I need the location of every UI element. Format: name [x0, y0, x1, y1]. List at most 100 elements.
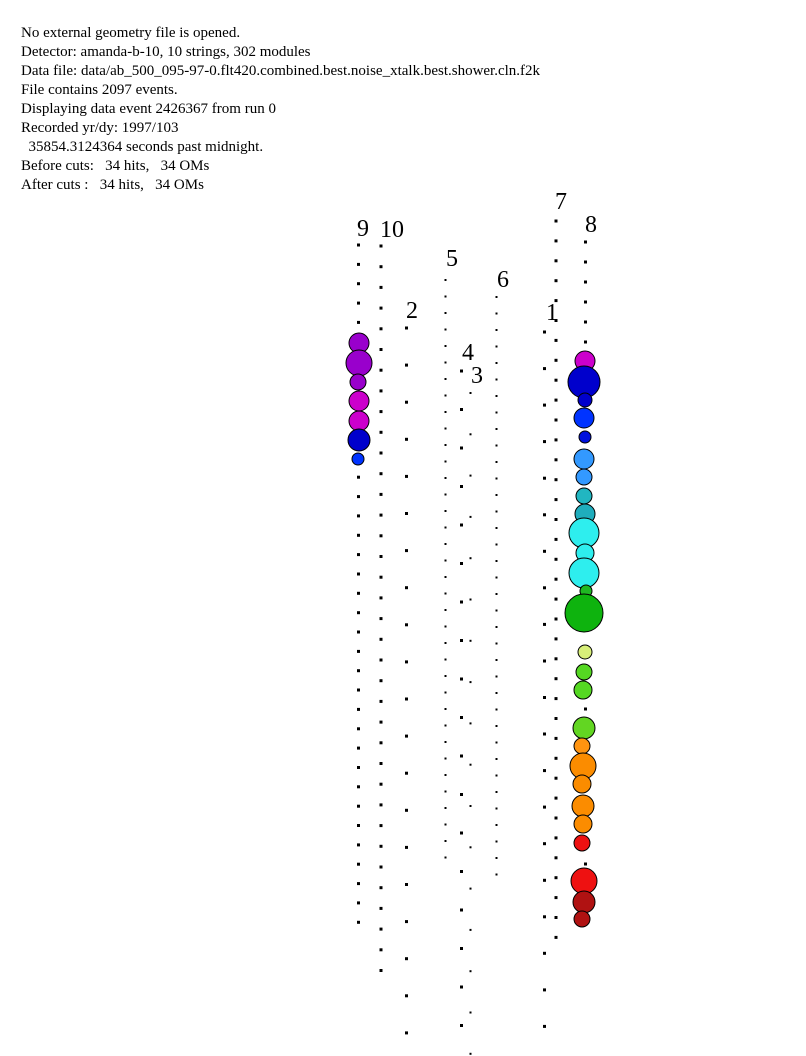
om-dot	[495, 873, 498, 876]
om-dot	[554, 338, 558, 342]
om-dot	[554, 557, 558, 561]
hit-om-string-8	[577, 644, 593, 660]
om-dot	[495, 510, 498, 513]
om-dot	[469, 392, 472, 394]
string-label-4: 4	[462, 340, 474, 366]
om-dot	[554, 597, 558, 601]
om-dot	[379, 906, 383, 910]
om-dot	[543, 951, 546, 955]
om-dot	[469, 1052, 472, 1055]
om-dot	[357, 649, 360, 653]
om-dot	[469, 557, 472, 560]
om-dot	[554, 736, 558, 740]
om-dot	[444, 675, 447, 677]
string-label-8: 8	[585, 212, 597, 238]
om-dot	[543, 1024, 546, 1028]
om-dot	[379, 617, 383, 621]
om-dot	[554, 498, 558, 502]
om-dot	[554, 916, 558, 919]
om-dot	[543, 330, 546, 334]
om-dot	[495, 642, 498, 645]
om-dot	[460, 562, 463, 565]
om-dot	[543, 988, 546, 992]
om-dot	[495, 725, 498, 727]
om-dot	[469, 846, 472, 849]
om-dot	[357, 630, 360, 634]
hit-om-string-9	[349, 373, 367, 391]
detector-string-3: 3	[469, 363, 483, 1055]
detector-string-10: 10	[379, 217, 404, 972]
om-dot	[357, 533, 360, 537]
om-dot	[405, 808, 408, 812]
hit-om-string-8	[570, 867, 598, 895]
om-dot	[444, 493, 447, 496]
om-dot	[584, 862, 587, 866]
string-label-3: 3	[471, 363, 483, 389]
om-dot	[444, 328, 447, 331]
hit-om-string-8	[573, 448, 595, 470]
om-dot	[554, 577, 558, 581]
om-dot	[554, 657, 558, 661]
om-dot	[554, 816, 558, 820]
om-dot	[379, 555, 383, 558]
status-line-6: Recorded yr/dy: 1997/103	[21, 120, 179, 136]
om-dot	[543, 586, 546, 590]
om-dot	[444, 807, 447, 809]
om-dot	[405, 883, 408, 886]
om-dot	[379, 368, 383, 372]
om-dot	[495, 692, 498, 694]
om-dot	[460, 600, 463, 604]
om-dot	[495, 609, 498, 612]
om-dot	[444, 576, 447, 578]
status-line-3: Data file: data/ab_500_095-97-0.flt420.c…	[21, 63, 541, 79]
om-dot	[357, 804, 360, 808]
om-dot	[405, 957, 408, 961]
om-dot	[405, 697, 408, 701]
om-dot	[379, 824, 383, 828]
hit-om-string-8	[573, 680, 593, 700]
om-dot	[495, 477, 498, 480]
hit-om-string-8	[572, 890, 596, 914]
om-dot	[460, 485, 463, 488]
om-dot	[444, 625, 447, 628]
om-dot	[357, 611, 360, 615]
om-dot	[495, 791, 498, 793]
om-dot	[379, 762, 383, 765]
om-dot	[444, 427, 447, 430]
hit-om-string-8	[577, 392, 593, 408]
om-dot	[460, 446, 463, 450]
status-line-1: No external geometry file is opened.	[21, 25, 241, 41]
om-dot	[460, 639, 463, 642]
om-dot	[495, 758, 498, 760]
om-dot	[460, 369, 463, 373]
om-dot	[543, 915, 546, 919]
om-dot	[460, 754, 463, 758]
om-dot	[495, 560, 498, 562]
hit-om-string-9	[345, 349, 373, 377]
om-dot	[444, 378, 447, 380]
om-dot	[357, 669, 360, 673]
hit-om-string-8	[571, 794, 595, 818]
om-dot	[444, 823, 447, 826]
om-dot	[379, 472, 383, 476]
hit-om-string-8	[575, 468, 593, 486]
om-dot	[495, 840, 498, 843]
hit-om-string-8	[573, 814, 593, 834]
string-label-7: 7	[555, 189, 567, 215]
om-dot	[495, 708, 498, 711]
om-dot	[379, 741, 383, 745]
om-dot	[379, 658, 383, 662]
om-dot	[543, 476, 546, 480]
om-dot	[584, 260, 587, 264]
om-dot	[584, 340, 587, 344]
om-dot	[554, 796, 558, 800]
om-dot	[379, 575, 383, 579]
string-label-1: 1	[546, 300, 558, 326]
om-dot	[495, 593, 498, 595]
om-dot	[554, 418, 558, 422]
om-dot	[495, 494, 498, 496]
om-dot	[495, 576, 498, 579]
om-dot	[444, 609, 447, 611]
om-dot	[460, 408, 463, 411]
